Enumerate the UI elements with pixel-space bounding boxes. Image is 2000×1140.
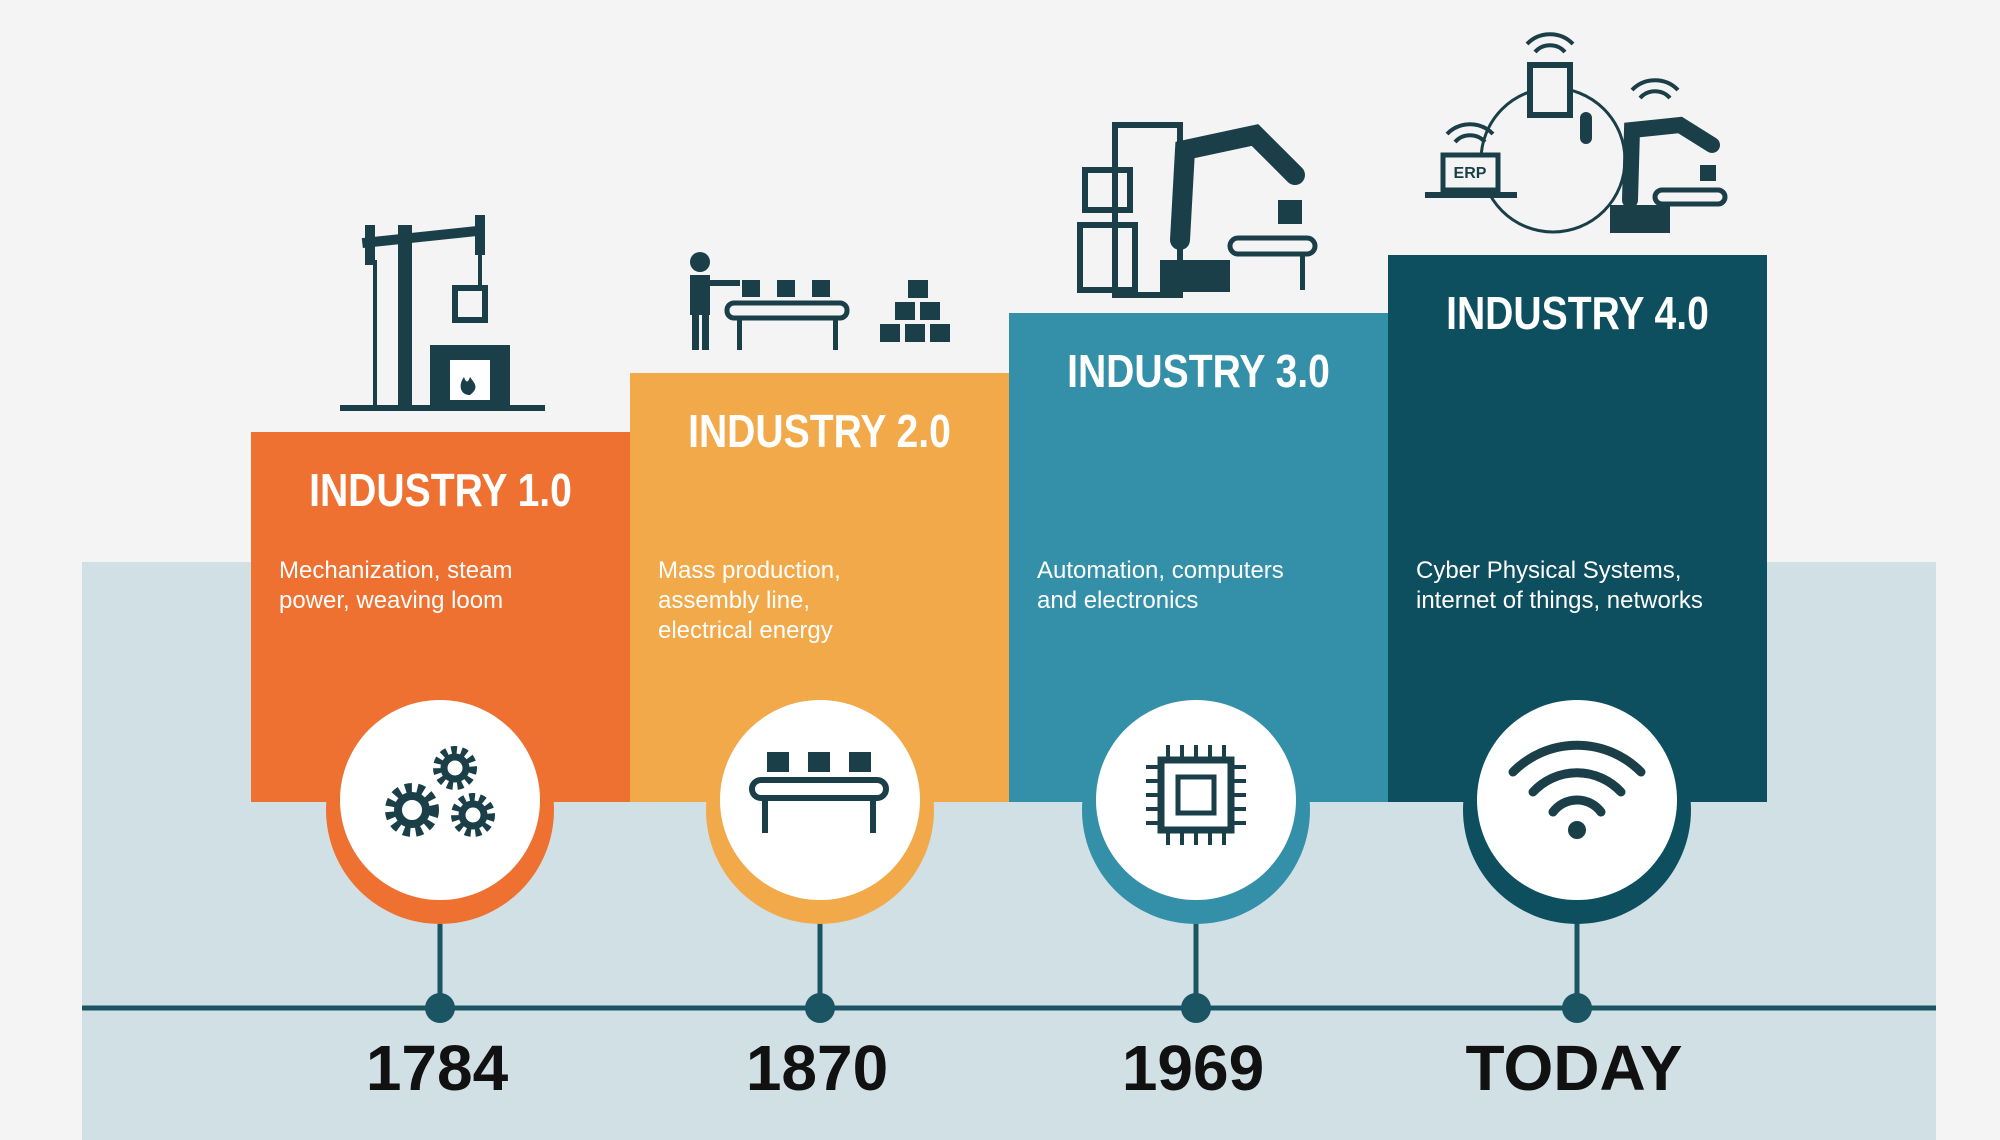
stage-title: INDUSTRY 1.0 xyxy=(309,465,572,517)
node-face xyxy=(340,700,540,900)
node-dot xyxy=(805,993,835,1023)
stage-year: 1784 xyxy=(366,1032,509,1104)
node-dot xyxy=(425,993,455,1023)
illustration-assembly xyxy=(690,252,950,350)
stage-title: INDUSTRY 4.0 xyxy=(1446,288,1709,340)
stage-description: electrical energy xyxy=(658,617,833,644)
stage-description: internet of things, networks xyxy=(1416,587,1703,614)
icon-gears xyxy=(385,746,495,837)
nodes: 1784 1870 1969 TODAY xyxy=(326,696,1691,1104)
stage-description: and electronics xyxy=(1037,587,1198,614)
stage-description: power, weaving loom xyxy=(279,587,503,614)
node-dot xyxy=(1562,993,1592,1023)
stage-title: INDUSTRY 3.0 xyxy=(1067,346,1330,398)
stage-description: assembly line, xyxy=(658,587,810,614)
icon-chip xyxy=(1146,745,1246,845)
icon-conveyor xyxy=(749,752,889,833)
node-face xyxy=(1096,700,1296,900)
node-dot xyxy=(1181,993,1211,1023)
illustration-cyber: ERP xyxy=(1425,32,1728,234)
illustration-automation xyxy=(1077,122,1318,298)
stage-description: Automation, computers xyxy=(1037,557,1284,584)
stage-description: Mass production, xyxy=(658,557,841,584)
stage-description: Cyber Physical Systems, xyxy=(1416,557,1681,584)
stage-title: INDUSTRY 2.0 xyxy=(688,406,951,458)
stage-year: TODAY xyxy=(1466,1032,1683,1104)
icon-wifi xyxy=(1508,740,1646,839)
stage-year: 1870 xyxy=(746,1032,888,1104)
erp-label: ERP xyxy=(1454,165,1487,182)
illustration-steam xyxy=(340,215,545,411)
stage-description: Mechanization, steam xyxy=(279,557,512,584)
stage-year: 1969 xyxy=(1122,1032,1264,1104)
